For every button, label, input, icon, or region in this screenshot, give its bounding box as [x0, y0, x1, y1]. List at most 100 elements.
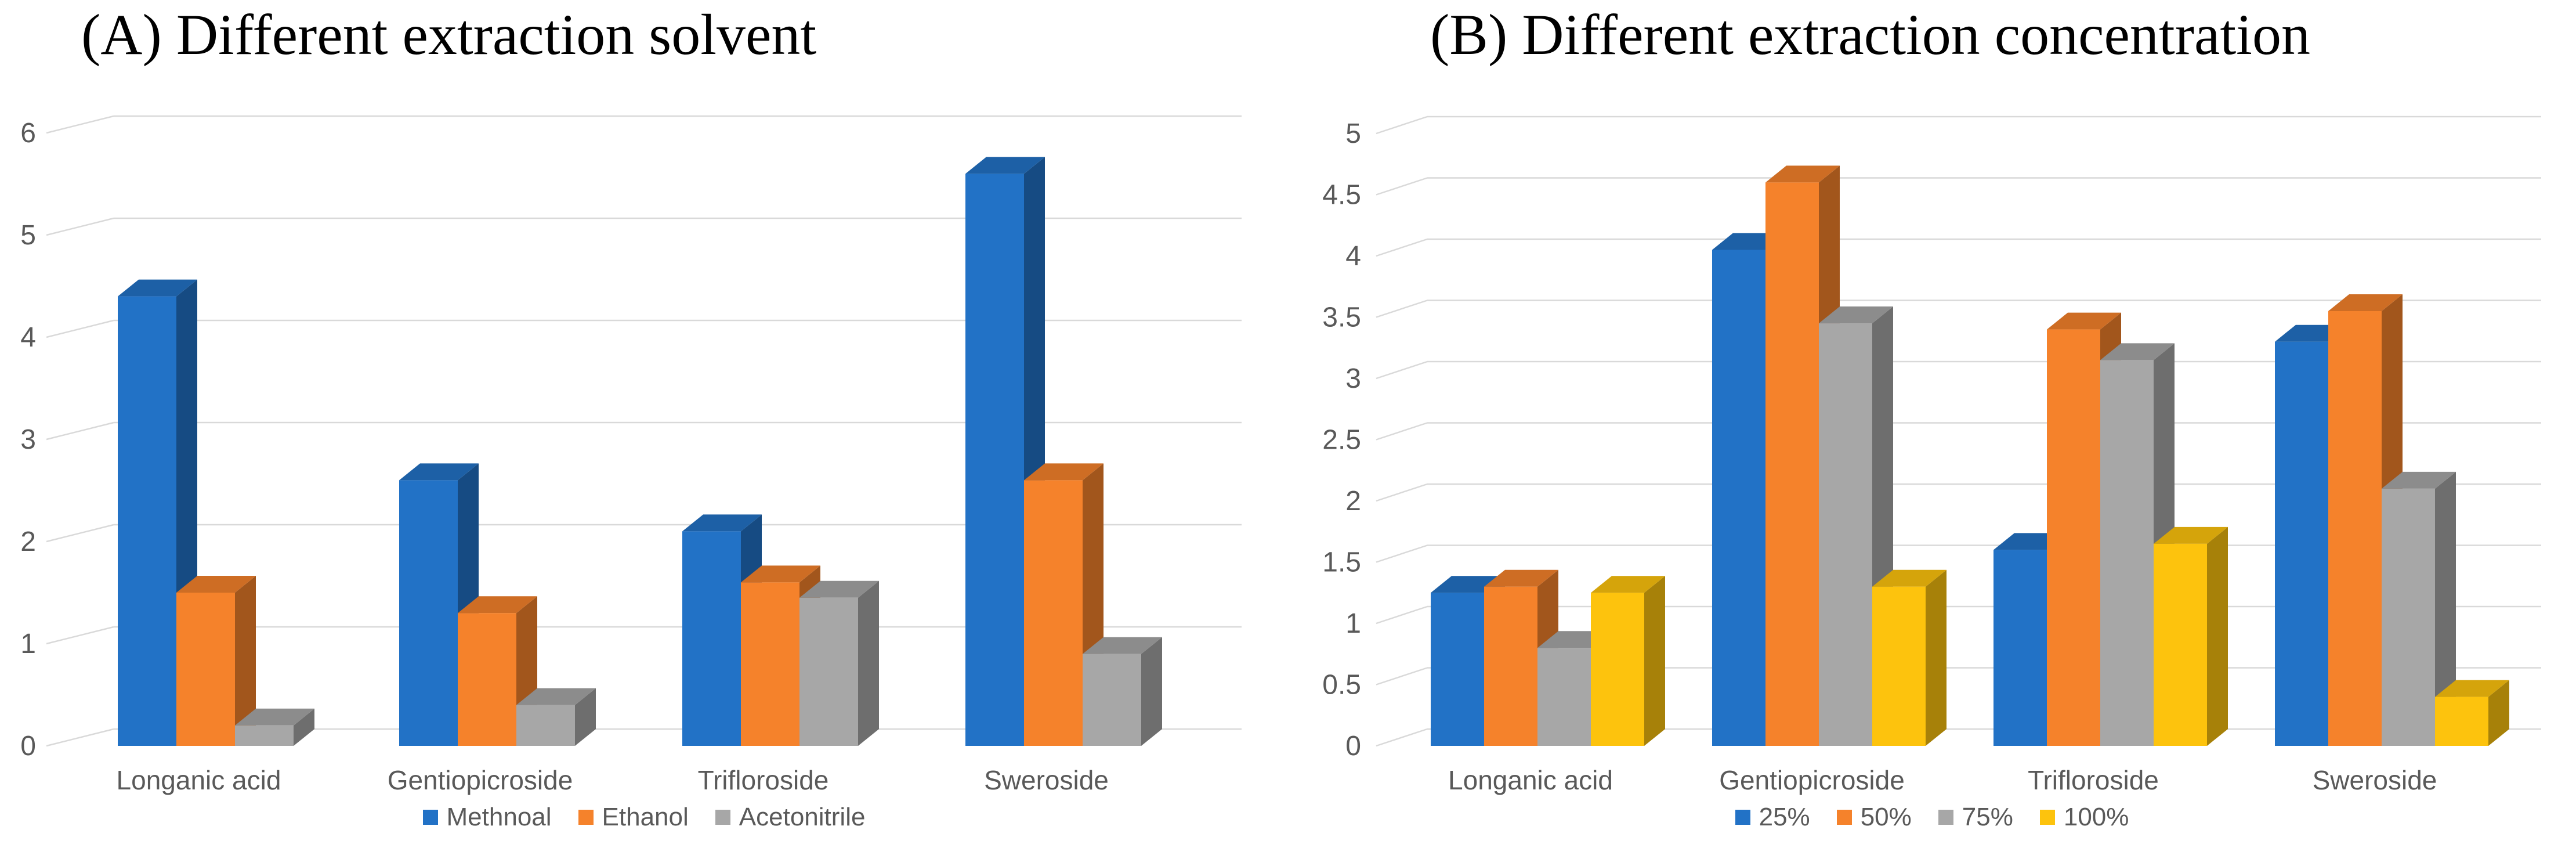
y-axis-leader-line: [46, 728, 114, 747]
bar: [1083, 654, 1141, 746]
y-axis-leader-line: [1376, 667, 1428, 686]
bar-top-face: [399, 463, 479, 481]
y-tick-label: 3: [1345, 363, 1361, 394]
bar: [799, 597, 858, 746]
bar: [176, 593, 235, 746]
bar: [1431, 593, 1484, 746]
y-tick-label: 0: [20, 731, 36, 762]
bar-top-face: [965, 157, 1045, 174]
y-tick-label: 6: [20, 118, 36, 149]
bar-top-face: [176, 576, 256, 593]
bar-side-face: [235, 576, 256, 746]
y-axis-leader-line: [1376, 177, 1428, 196]
y-tick-label: 2: [20, 526, 36, 557]
legend-item: 100%: [2039, 803, 2129, 832]
panel-b-3d-bar-chart: 0 0.5 1 1.5 2 2.5 3 3.5 4 4.5 5 Longanic acid Gentio…: [1322, 116, 2541, 795]
legend-swatch: [2039, 810, 2055, 825]
bar-side-face: [2488, 680, 2509, 746]
bar: [1712, 250, 1765, 746]
category-label: Sweroside: [984, 765, 1109, 795]
bar: [2047, 329, 2100, 746]
bar-top-face: [1872, 569, 1947, 587]
bar: [235, 725, 294, 746]
bar-top-face: [1484, 569, 1558, 587]
bar-top-face: [2100, 343, 2175, 360]
bar-side-face: [2435, 471, 2456, 746]
legend-item: Methnoal: [422, 803, 552, 832]
bar: [1993, 550, 2047, 746]
bar-top-face: [2382, 471, 2456, 489]
y-tick-label: 5: [1345, 118, 1361, 149]
legend-label: Methnoal: [446, 803, 552, 831]
bar: [2154, 543, 2207, 746]
bar: [682, 531, 741, 746]
y-tick-label: 5: [20, 220, 36, 251]
bar-side-face: [1926, 569, 1947, 746]
bar: [118, 296, 176, 746]
bar-top-face: [1024, 463, 1104, 481]
legend-label: Ethanol: [602, 803, 689, 831]
legend-label: 50%: [1860, 803, 1912, 831]
panel-a-title: (A) Different extraction solvent: [81, 2, 817, 67]
bar-top-face: [2328, 294, 2403, 311]
bar: [1484, 586, 1537, 746]
y-tick-label: 3: [20, 424, 36, 455]
bar: [1591, 593, 1644, 746]
panel-b-title: (B) Different extraction concentration: [1430, 2, 2310, 67]
legend-item: Ethanol: [578, 803, 689, 832]
y-axis-leader-line: [1376, 116, 1428, 135]
y-axis-leader-line: [1376, 422, 1428, 441]
category-label: Trifloroside: [2028, 765, 2159, 795]
bar: [458, 613, 516, 746]
y-axis-leader-line: [46, 217, 114, 236]
legend-label: 25%: [1759, 803, 1810, 831]
bar: [741, 582, 799, 746]
bar-top-face: [1083, 637, 1162, 654]
panel-b: (B) Different extraction concentration 0…: [1288, 0, 2576, 855]
y-axis-leader-line: [46, 319, 114, 338]
y-axis-leader-line: [1376, 360, 1428, 380]
bar: [1819, 323, 1872, 746]
y-axis-leader-line: [46, 115, 114, 134]
category-label: Gentiopicroside: [388, 765, 573, 795]
y-tick-label: 4: [20, 322, 36, 353]
y-axis-leader-line: [1376, 483, 1428, 502]
legend-swatch: [1938, 810, 1953, 825]
y-tick-label: 1: [1345, 608, 1361, 639]
bar: [1024, 480, 1083, 746]
category-label: Longanic acid: [1448, 765, 1613, 795]
bar-top-face: [235, 708, 314, 726]
y-axis-leader-line: [46, 524, 114, 543]
y-tick-label: 1.5: [1322, 547, 1361, 578]
y-tick-label: 3.5: [1322, 302, 1361, 333]
y-axis-leader-line: [1376, 238, 1428, 257]
legend-label: 75%: [1962, 803, 2013, 831]
legend-swatch: [422, 810, 438, 825]
bar: [1537, 648, 1591, 746]
category-label: Sweroside: [2313, 765, 2437, 795]
y-tick-label: 1: [20, 629, 36, 659]
bar: [399, 480, 458, 746]
bar: [2328, 311, 2382, 746]
bar: [1872, 586, 1926, 746]
bar-side-face: [858, 580, 879, 746]
legend-swatch: [715, 810, 730, 825]
bar-top-face: [682, 514, 762, 532]
bar-top-face: [516, 688, 596, 705]
bar-top-face: [799, 580, 879, 598]
y-tick-label: 0.5: [1322, 670, 1361, 701]
bar-top-face: [2154, 526, 2228, 544]
bar-top-face: [458, 596, 537, 614]
bar: [2100, 360, 2154, 746]
y-tick-label: 2.5: [1322, 425, 1361, 456]
bar-top-face: [118, 279, 197, 297]
bar-top-face: [1765, 165, 1840, 183]
y-tick-label: 0: [1345, 731, 1361, 762]
y-axis-leader-line: [1376, 605, 1428, 625]
bar-top-face: [2435, 680, 2509, 697]
bar: [2435, 697, 2488, 746]
panel-a-legend: Methnoal Ethanol Acetonitrile: [0, 803, 1288, 832]
legend-label: Acetonitrile: [739, 803, 866, 831]
bar-side-face: [294, 708, 314, 746]
